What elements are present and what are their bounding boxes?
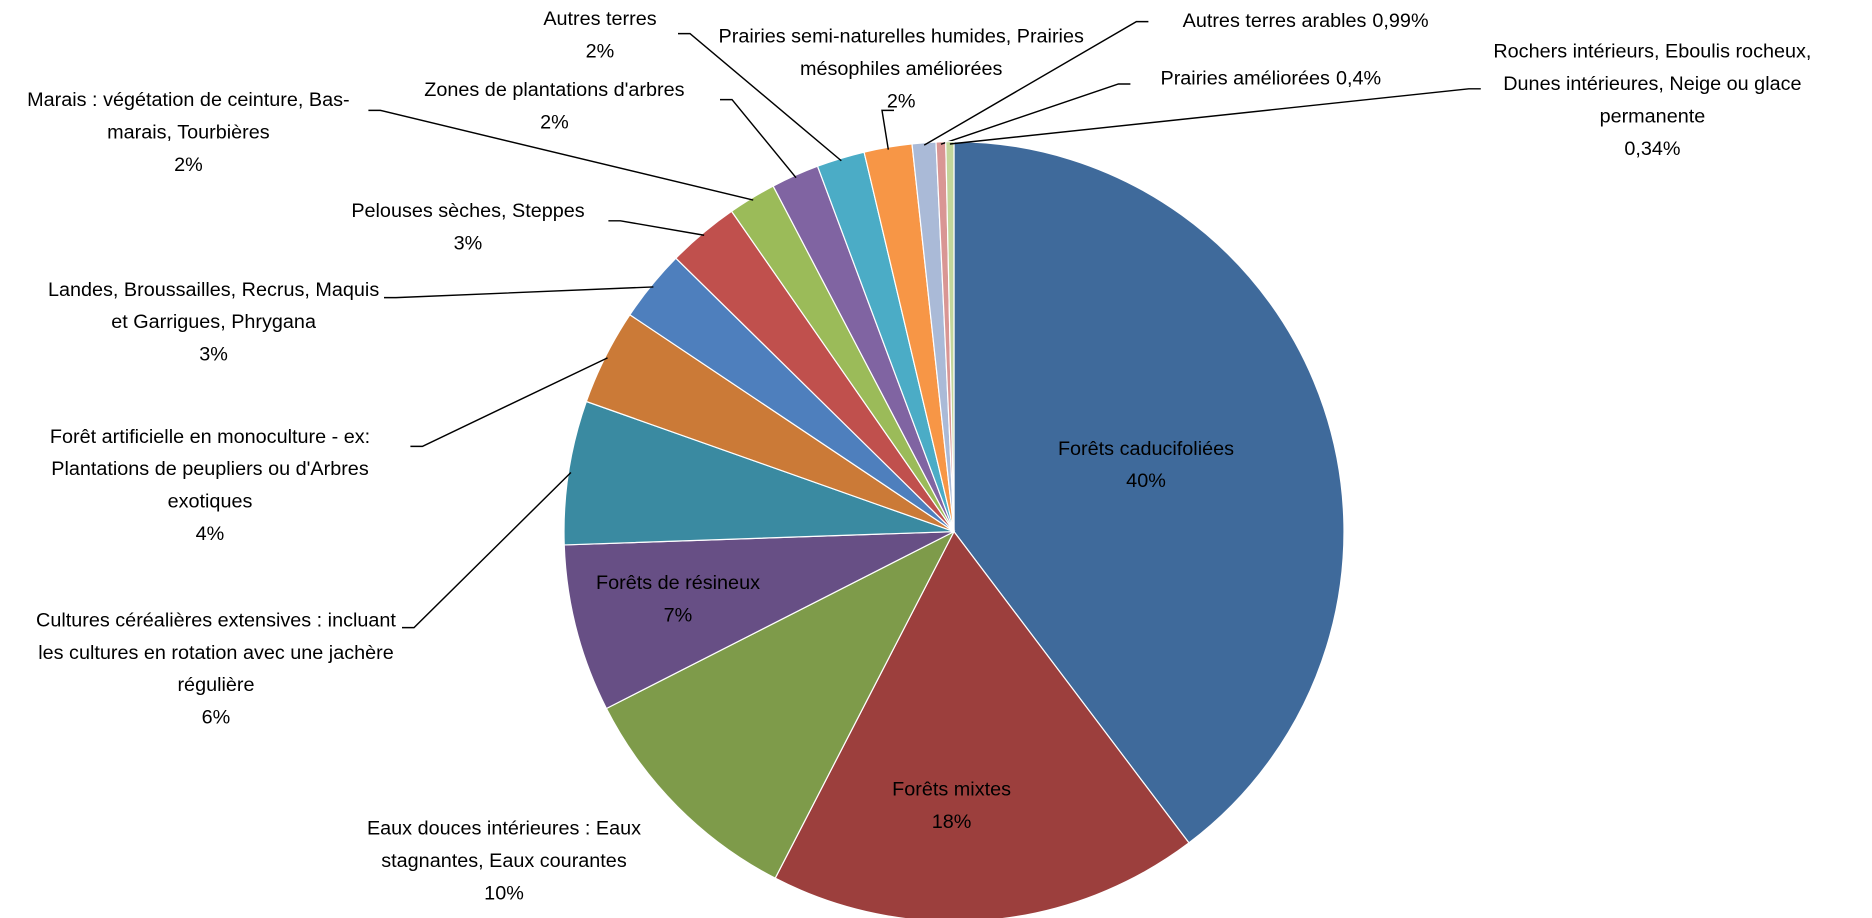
- slice-label: Forêts mixtes 18%: [832, 774, 1072, 839]
- value-label: 2%: [585, 40, 615, 63]
- category-label: Landes, Broussailles, Recrus, Maquis et …: [47, 279, 380, 333]
- value-label: 4%: [195, 523, 225, 545]
- leader-line: [881, 109, 895, 150]
- slice-label: Zones de plantations d'arbres 2%: [380, 74, 728, 139]
- value-label: 0,34%: [1624, 138, 1681, 160]
- value-label: 2%: [886, 90, 916, 113]
- pie-slice: [945, 141, 955, 532]
- category-label: Pelouses sèches, Steppes: [351, 200, 585, 223]
- value-label: 0,4%: [1335, 67, 1382, 90]
- leader-line: [678, 32, 842, 162]
- value-label: 10%: [484, 882, 524, 905]
- value-label: 2%: [174, 154, 203, 176]
- category-label: Prairies semi-naturelles humides, Prairi…: [718, 25, 1084, 80]
- category-label: Forêts de résineux: [596, 572, 760, 594]
- slice-label: Prairies améliorées 0,4%: [1115, 63, 1427, 95]
- value-label: 3%: [453, 232, 483, 255]
- category-label: Zones de plantations d'arbres: [424, 79, 685, 101]
- leader-line: [608, 220, 705, 236]
- pie-slice: [563, 531, 955, 710]
- slice-label: Cultures céréalières extensives : inclua…: [30, 605, 402, 735]
- leader-line: [720, 98, 797, 179]
- slice-label: Forêts de résineux 7%: [558, 568, 798, 633]
- category-label: Autres terres arables: [1182, 10, 1367, 32]
- value-label: 7%: [663, 604, 693, 627]
- slice-label: Autres terres arables 0,99%: [1138, 5, 1474, 37]
- slice-label: Marais : végétation de ceinture, Bas-mar…: [8, 85, 368, 182]
- category-label: Rochers intérieurs, Eboulis rocheux, Dun…: [1493, 40, 1812, 128]
- slice-label: Rochers intérieurs, Eboulis rocheux, Dun…: [1472, 36, 1832, 166]
- category-label: Prairies améliorées: [1160, 67, 1330, 90]
- value-label: 40%: [1126, 470, 1166, 493]
- slice-label: Prairies semi-naturelles humides, Prairi…: [709, 21, 1093, 118]
- pie-slice: [563, 400, 955, 546]
- value-label: 0,99%: [1372, 10, 1429, 32]
- pie-slice: [774, 530, 1190, 918]
- pie-slice: [953, 140, 1345, 844]
- category-label: Forêts mixtes: [892, 778, 1012, 801]
- leader-line: [384, 286, 654, 299]
- category-label: Marais : végétation de ceinture, Bas-mar…: [27, 89, 350, 144]
- leader-line: [923, 20, 1149, 146]
- slice-label: Forêt artificielle en monoculture - ex: …: [21, 421, 399, 551]
- leader-line: [940, 83, 1131, 145]
- category-label: Forêt artificielle en monoculture - ex: …: [49, 426, 371, 513]
- slice-label: Forêts caducifoliées 40%: [1014, 433, 1278, 498]
- value-label: 6%: [201, 706, 231, 729]
- category-label: Forêts caducifoliées: [1057, 438, 1235, 460]
- leader-line: [949, 88, 1481, 145]
- slice-label: Pelouses sèches, Steppes 3%: [318, 196, 618, 261]
- category-label: Autres terres: [543, 8, 657, 31]
- leader-line: [402, 472, 572, 629]
- category-label: Cultures céréalières extensives : inclua…: [36, 609, 396, 696]
- slice-label: Autres terres 2%: [516, 4, 684, 69]
- category-label: Eaux douces intérieures : Eaux stagnante…: [366, 817, 642, 872]
- value-label: 18%: [931, 811, 972, 833]
- slice-label: Eaux douces intérieures : Eaux stagnante…: [330, 813, 678, 910]
- value-label: 3%: [199, 343, 228, 366]
- pie-slice: [605, 530, 956, 880]
- slice-label: Landes, Broussailles, Recrus, Maquis et …: [40, 274, 388, 371]
- value-label: 2%: [540, 111, 569, 134]
- leader-line: [368, 109, 754, 201]
- leader-line: [410, 357, 608, 448]
